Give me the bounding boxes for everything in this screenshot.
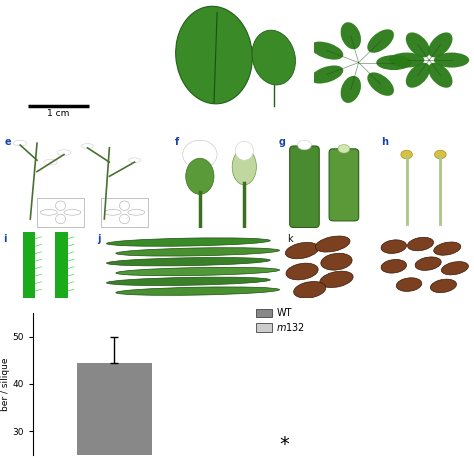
Ellipse shape	[82, 144, 93, 148]
Text: f: f	[174, 137, 179, 146]
Ellipse shape	[341, 22, 361, 49]
FancyBboxPatch shape	[37, 198, 84, 227]
Ellipse shape	[428, 63, 453, 88]
Ellipse shape	[435, 150, 446, 159]
Ellipse shape	[310, 42, 343, 60]
Legend: WT, $m132$: WT, $m132$	[256, 308, 306, 333]
Ellipse shape	[320, 271, 353, 288]
Ellipse shape	[415, 257, 441, 270]
Ellipse shape	[116, 287, 280, 295]
Text: k: k	[287, 234, 292, 244]
Y-axis label: ber / silique: ber / silique	[1, 357, 10, 410]
Ellipse shape	[376, 55, 411, 70]
Ellipse shape	[367, 29, 394, 53]
Text: h: h	[381, 137, 388, 146]
Ellipse shape	[441, 262, 468, 275]
Ellipse shape	[186, 158, 214, 194]
Text: 1 cm: 1 cm	[47, 109, 70, 118]
Ellipse shape	[13, 140, 27, 146]
Ellipse shape	[129, 158, 140, 163]
Ellipse shape	[128, 210, 145, 215]
Ellipse shape	[406, 63, 430, 88]
Ellipse shape	[116, 248, 280, 256]
Ellipse shape	[182, 140, 217, 169]
Text: i: i	[3, 234, 6, 244]
Ellipse shape	[408, 237, 434, 251]
Text: j: j	[97, 234, 100, 244]
Bar	[76, 363, 152, 474]
Ellipse shape	[232, 149, 256, 185]
Ellipse shape	[341, 76, 361, 103]
Ellipse shape	[107, 277, 270, 285]
Ellipse shape	[428, 32, 453, 57]
Text: *: *	[280, 435, 289, 454]
Ellipse shape	[55, 201, 65, 210]
Ellipse shape	[252, 30, 295, 85]
Ellipse shape	[381, 240, 407, 254]
Ellipse shape	[55, 214, 65, 224]
Ellipse shape	[235, 141, 254, 160]
Text: e: e	[5, 137, 12, 146]
Ellipse shape	[119, 201, 129, 210]
Ellipse shape	[406, 32, 430, 57]
Ellipse shape	[40, 210, 57, 215]
FancyBboxPatch shape	[101, 198, 148, 227]
Ellipse shape	[119, 214, 129, 224]
Ellipse shape	[286, 263, 318, 280]
Ellipse shape	[57, 150, 71, 155]
Ellipse shape	[116, 267, 280, 276]
Ellipse shape	[338, 145, 350, 153]
Ellipse shape	[285, 242, 319, 259]
FancyBboxPatch shape	[55, 232, 68, 298]
FancyBboxPatch shape	[290, 146, 319, 228]
Ellipse shape	[310, 65, 343, 83]
Ellipse shape	[434, 53, 469, 68]
Ellipse shape	[430, 279, 456, 292]
FancyBboxPatch shape	[329, 149, 359, 221]
Ellipse shape	[298, 140, 311, 150]
Ellipse shape	[176, 6, 252, 104]
Ellipse shape	[293, 282, 326, 298]
Ellipse shape	[321, 253, 352, 270]
Ellipse shape	[104, 210, 121, 215]
Text: g: g	[279, 137, 286, 146]
Ellipse shape	[434, 242, 461, 255]
FancyBboxPatch shape	[23, 232, 35, 298]
Ellipse shape	[381, 259, 407, 273]
Ellipse shape	[64, 210, 81, 215]
Ellipse shape	[367, 73, 394, 96]
Ellipse shape	[401, 150, 412, 159]
Ellipse shape	[107, 238, 270, 246]
Ellipse shape	[389, 53, 424, 68]
Ellipse shape	[44, 159, 57, 165]
Ellipse shape	[107, 257, 270, 266]
Ellipse shape	[315, 236, 350, 252]
Ellipse shape	[396, 278, 422, 292]
